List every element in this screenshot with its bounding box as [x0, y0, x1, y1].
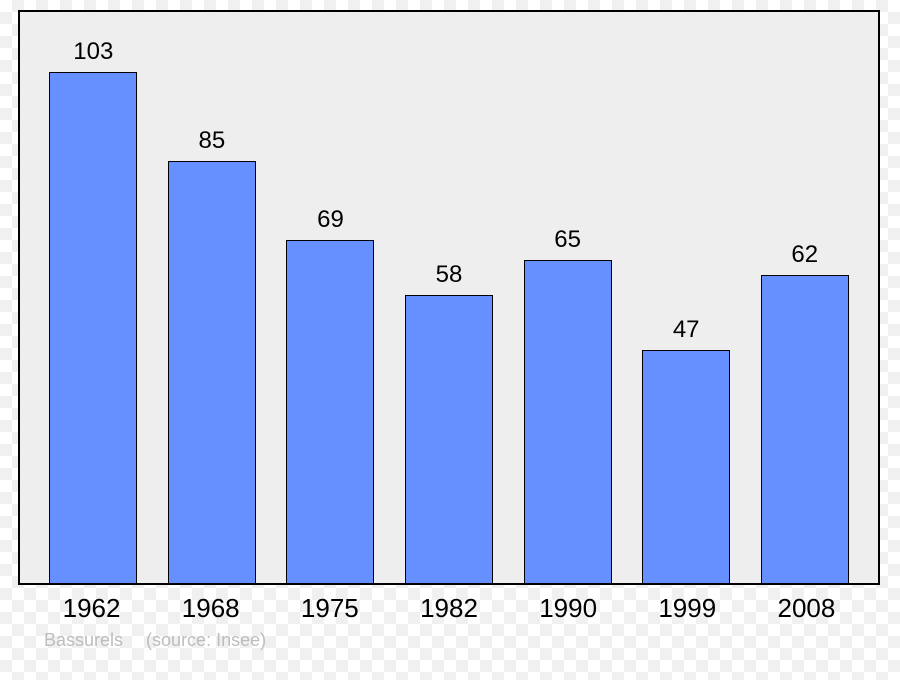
- bar-rect: [168, 161, 256, 583]
- bar-value-label: 62: [791, 241, 818, 269]
- bar-value-label: 69: [317, 206, 344, 234]
- x-axis: 1962196819751982199019992008: [18, 585, 880, 624]
- x-axis-label: 1990: [509, 593, 628, 624]
- x-axis-label: 1968: [151, 593, 270, 624]
- bar-rect: [761, 275, 849, 583]
- bar-value-label: 58: [436, 261, 463, 289]
- bar-value-label: 85: [199, 127, 226, 155]
- bar-value-label: 47: [673, 316, 700, 344]
- population-bar-chart: 103 85 69 58 65 47 62 196219681975198219901999…: [18, 10, 880, 651]
- bar-rect: [49, 72, 137, 583]
- x-axis-label: 1999: [628, 593, 747, 624]
- bar-slot: 65: [508, 12, 627, 583]
- bar-slot: 103: [34, 12, 153, 583]
- chart-caption: Bassurels (source: Insee): [18, 630, 880, 651]
- bar-value-label: 103: [73, 38, 113, 66]
- caption-source: (source: Insee): [146, 630, 266, 650]
- x-axis-label: 1975: [270, 593, 389, 624]
- bar-slot: 62: [745, 12, 864, 583]
- bar-slot: 85: [153, 12, 272, 583]
- plot-area: 103 85 69 58 65 47 62: [18, 10, 880, 585]
- bar-rect: [405, 295, 493, 583]
- bar-slot: 69: [271, 12, 390, 583]
- bar-slot: 58: [390, 12, 509, 583]
- bar-rect: [524, 260, 612, 583]
- bar-value-label: 65: [554, 226, 581, 254]
- x-axis-label: 2008: [747, 593, 866, 624]
- bar-rect: [642, 350, 730, 583]
- x-axis-label: 1962: [32, 593, 151, 624]
- bar-rect: [286, 240, 374, 583]
- caption-place: Bassurels: [44, 630, 123, 650]
- bars-container: 103 85 69 58 65 47 62: [20, 12, 878, 583]
- x-axis-label: 1982: [389, 593, 508, 624]
- bar-slot: 47: [627, 12, 746, 583]
